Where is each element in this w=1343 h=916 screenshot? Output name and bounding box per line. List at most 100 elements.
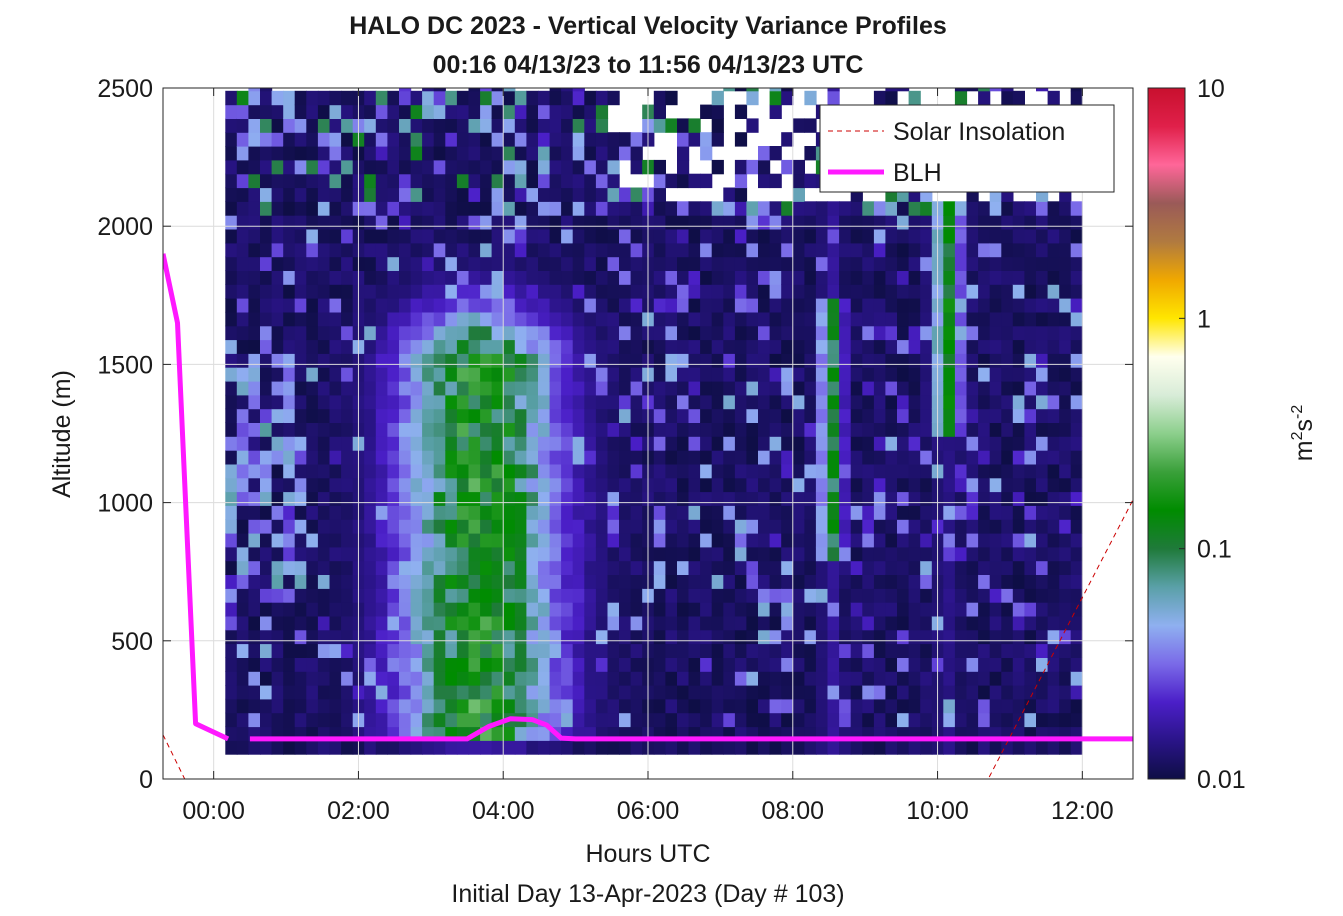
heatmap-cell (399, 201, 412, 216)
heatmap-cell (468, 284, 481, 299)
heatmap-cell (711, 643, 724, 658)
heatmap-cell (306, 339, 319, 354)
heatmap-cell (862, 615, 875, 631)
heatmap-cell (619, 298, 632, 313)
heatmap-cell (630, 422, 643, 437)
heatmap-cell (526, 477, 539, 493)
heatmap-cell (329, 215, 342, 230)
heatmap-cell (236, 270, 249, 285)
heatmap-cell (758, 685, 771, 700)
heatmap-cell (399, 159, 412, 175)
heatmap-cell (746, 118, 759, 133)
heatmap-cell (225, 477, 238, 493)
heatmap-cell (549, 574, 562, 589)
heatmap-cell (364, 367, 377, 382)
heatmap-cell (839, 491, 852, 506)
heatmap-cell (607, 381, 620, 396)
heatmap-cell (526, 629, 539, 645)
heatmap-cell (862, 533, 875, 548)
heatmap-cell (538, 740, 551, 755)
heatmap-cell (514, 740, 527, 755)
heatmap-cell (433, 436, 446, 451)
heatmap-cell (758, 643, 771, 658)
heatmap-cell (306, 104, 319, 119)
heatmap-cell (225, 173, 238, 189)
heatmap-cell (422, 242, 435, 258)
heatmap-cell (422, 353, 435, 368)
heatmap-cell (862, 519, 875, 534)
heatmap-cell (317, 477, 331, 493)
heatmap-cell (260, 615, 273, 631)
heatmap-cell (387, 422, 400, 437)
heatmap-cell (595, 574, 609, 589)
heatmap-cell (1024, 560, 1037, 575)
heatmap-cell (317, 201, 331, 216)
heatmap-cell (387, 588, 400, 603)
heatmap-cell (341, 574, 354, 589)
heatmap-cell (595, 173, 609, 189)
heatmap-cell (410, 698, 423, 714)
heatmap-cell (619, 132, 632, 147)
heatmap-cell (422, 367, 435, 382)
heatmap-cell (978, 242, 991, 258)
heatmap-cell (294, 381, 307, 396)
heatmap-cell (445, 615, 458, 631)
heatmap-cell (862, 311, 875, 327)
heatmap-cell (630, 615, 643, 631)
heatmap-cell (422, 588, 435, 603)
heatmap-cell (294, 422, 307, 437)
heatmap-cell (954, 685, 968, 700)
heatmap-cell (619, 187, 632, 202)
heatmap-cell (781, 422, 794, 437)
heatmap-cell (364, 187, 377, 202)
heatmap-cell (225, 463, 238, 479)
heatmap-cell (1012, 574, 1025, 589)
heatmap-cell (283, 270, 296, 285)
heatmap-cell (248, 256, 261, 271)
heatmap-cell (1070, 422, 1083, 437)
heatmap-cell (584, 353, 597, 368)
heatmap-cell (734, 740, 748, 755)
heatmap-cell (885, 256, 898, 271)
heatmap-cell (1047, 408, 1060, 423)
heatmap-cell (769, 215, 782, 230)
heatmap-cell (433, 657, 446, 672)
heatmap-cell (653, 546, 666, 562)
heatmap-cell (688, 560, 701, 575)
heatmap-cell (1024, 270, 1037, 285)
heatmap-cell (271, 505, 284, 520)
heatmap-cell (711, 353, 724, 368)
heatmap-cell (514, 602, 527, 617)
heatmap-cell (584, 381, 597, 396)
heatmap-cell (561, 519, 574, 534)
heatmap-cell (248, 450, 261, 465)
heatmap-cell (456, 215, 470, 230)
heatmap-cell (758, 574, 771, 589)
heatmap-cell (271, 740, 284, 755)
heatmap-cell (1059, 229, 1072, 244)
heatmap-cell (584, 118, 597, 133)
heatmap-cell (526, 394, 539, 410)
heatmap-cell (839, 215, 852, 230)
heatmap-cell (514, 394, 527, 410)
heatmap-cell (410, 615, 423, 631)
heatmap-cell (468, 367, 481, 382)
heatmap-cell (607, 325, 620, 341)
heatmap-cell (700, 367, 713, 382)
heatmap-cell (653, 450, 666, 465)
heatmap-cell (445, 671, 458, 686)
heatmap-cell (491, 339, 504, 354)
heatmap-cell (711, 698, 724, 714)
heatmap-cell (850, 201, 863, 216)
heatmap-cell (688, 215, 701, 230)
heatmap-cell (260, 643, 273, 658)
heatmap-cell (387, 284, 400, 299)
heatmap-cell (514, 118, 527, 133)
heatmap-cell (677, 505, 690, 520)
heatmap-cell (943, 629, 956, 645)
heatmap-cell (341, 629, 354, 645)
heatmap-cell (584, 311, 597, 327)
heatmap-cell (897, 560, 910, 575)
heatmap-cell (677, 574, 690, 589)
heatmap-cell (387, 698, 400, 714)
